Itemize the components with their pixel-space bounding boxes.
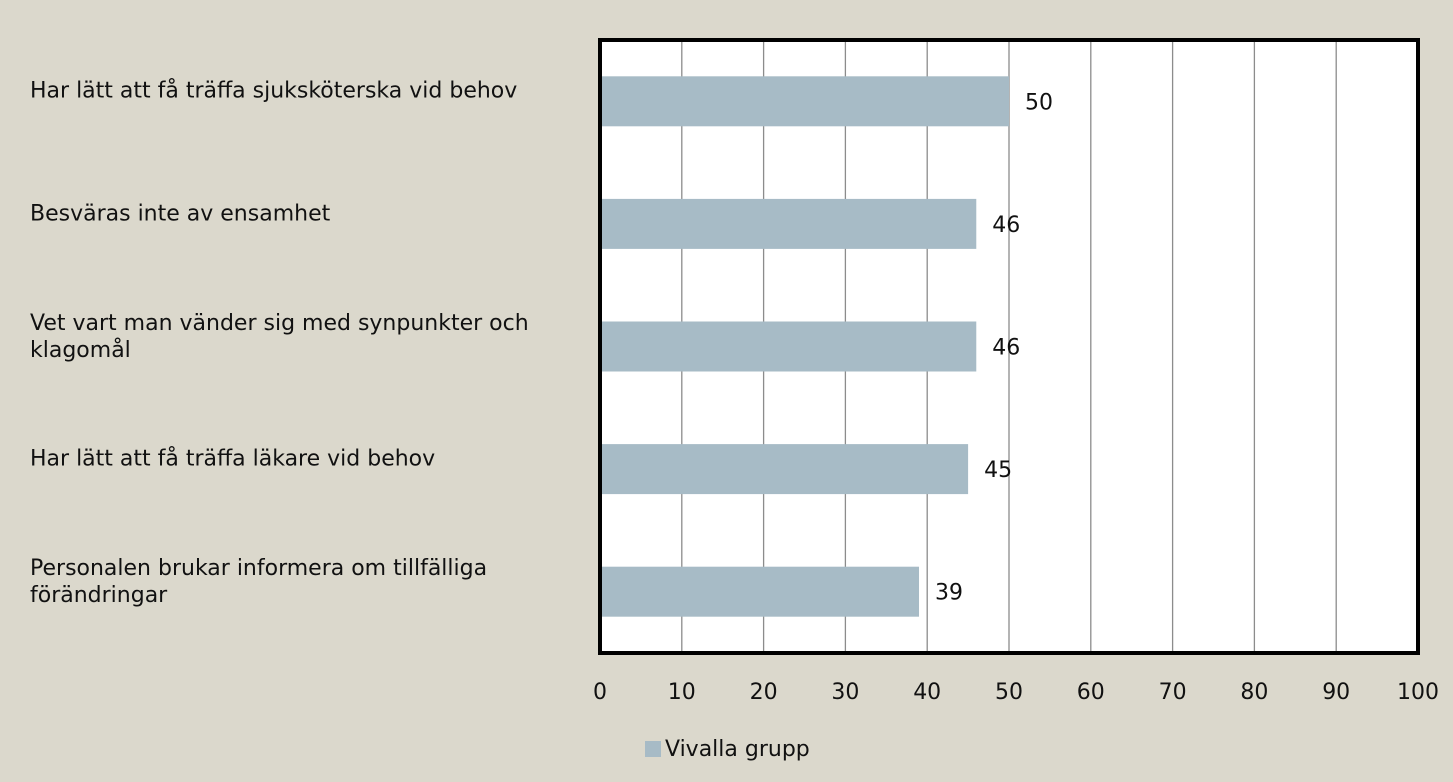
- x-tick-label: 30: [831, 680, 859, 705]
- x-tick-label: 50: [995, 680, 1023, 705]
- x-tick-label: 40: [913, 680, 941, 705]
- data-label: 50: [1025, 90, 1053, 115]
- data-label: 46: [992, 213, 1020, 238]
- x-tick-label: 100: [1397, 680, 1439, 705]
- x-tick-label: 70: [1159, 680, 1187, 705]
- x-tick-label: 0: [593, 680, 607, 705]
- bar: [600, 444, 969, 495]
- x-tick-label: 80: [1240, 680, 1268, 705]
- y-tick-label: Har lätt att få träffa sjuksköterska vid…: [30, 78, 518, 104]
- y-tick-label: Personalen brukar informera om tillfälli…: [30, 555, 488, 608]
- bar: [600, 566, 920, 617]
- y-tick-label: Har lätt att få träffa läkare vid behov: [30, 446, 436, 472]
- legend-label: Vivalla grupp: [665, 737, 810, 762]
- bar: [600, 198, 977, 249]
- bar: [600, 321, 977, 372]
- x-tick-label: 90: [1322, 680, 1350, 705]
- x-tick-label: 20: [750, 680, 778, 705]
- data-label: 39: [935, 581, 963, 606]
- data-label: 45: [984, 458, 1012, 483]
- bar: [600, 76, 1009, 127]
- x-tick-label: 10: [668, 680, 696, 705]
- y-tick-label: Besväras inte av ensamhet: [30, 201, 331, 227]
- legend-swatch: [645, 741, 661, 757]
- plot-border: [598, 38, 1420, 655]
- data-label: 46: [992, 336, 1020, 361]
- y-tick-label: Vet vart man vänder sig med synpunkter o…: [30, 310, 529, 363]
- x-tick-label: 60: [1077, 680, 1105, 705]
